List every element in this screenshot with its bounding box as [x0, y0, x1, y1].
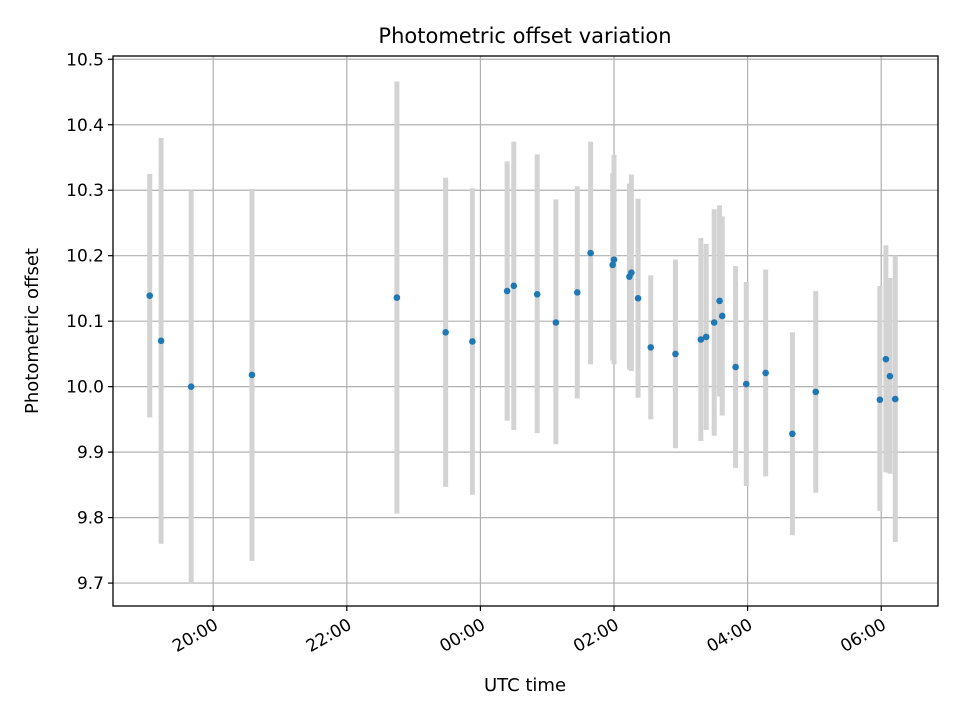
- data-point: [393, 294, 401, 301]
- data-point: [503, 287, 511, 295]
- data-point: [634, 294, 642, 302]
- data-point: [672, 350, 679, 358]
- data-point: [789, 430, 796, 438]
- x-axis-label: UTC time: [484, 675, 566, 696]
- data-point: [647, 344, 655, 351]
- data-point: [812, 388, 820, 396]
- data-point: [157, 337, 165, 345]
- data-point: [610, 256, 618, 263]
- x-tick-label: 22:00: [303, 615, 355, 657]
- y-tick-label: 10.1: [66, 312, 104, 332]
- data-point: [146, 292, 154, 299]
- data-point: [886, 372, 894, 380]
- y-tick-label: 9.8: [77, 509, 104, 529]
- data-point: [628, 269, 635, 277]
- data-points: [146, 249, 899, 438]
- data-point: [882, 355, 890, 363]
- data-point: [469, 338, 476, 345]
- y-tick-label: 10.4: [66, 116, 104, 136]
- data-point: [510, 282, 518, 290]
- chart-title: Photometric offset variation: [378, 24, 671, 48]
- x-tick-label: 02:00: [570, 615, 622, 657]
- data-point: [702, 333, 710, 341]
- x-tick-label: 00:00: [436, 615, 488, 657]
- data-point: [718, 312, 726, 320]
- data-point: [442, 329, 449, 336]
- data-point: [609, 261, 616, 269]
- data-point: [552, 319, 560, 326]
- data-point: [697, 336, 705, 343]
- data-point: [248, 371, 256, 379]
- data-point: [716, 297, 723, 305]
- data-point: [587, 249, 594, 257]
- y-tick-label: 10.5: [66, 50, 104, 70]
- data-point: [742, 380, 750, 388]
- error-bars: [147, 81, 898, 584]
- x-tick-label: 04:00: [704, 615, 756, 657]
- data-point: [187, 383, 195, 390]
- y-tick-label: 10.0: [66, 378, 104, 398]
- data-point: [710, 319, 718, 326]
- y-tick-label: 9.7: [77, 574, 104, 594]
- data-point: [732, 363, 739, 371]
- plot-frame: [112, 55, 939, 607]
- y-tick-label: 10.2: [66, 247, 104, 267]
- data-point: [891, 395, 899, 403]
- data-point: [762, 369, 769, 377]
- y-tick-label: 10.3: [66, 181, 104, 201]
- x-tick-label: 06:00: [837, 615, 889, 657]
- y-axis-label: Photometric offset: [22, 248, 43, 414]
- x-tick-label: 20:00: [169, 615, 221, 657]
- data-point: [876, 396, 884, 404]
- data-point: [573, 289, 581, 296]
- y-tick-label: 9.9: [77, 443, 104, 463]
- data-point: [533, 291, 541, 298]
